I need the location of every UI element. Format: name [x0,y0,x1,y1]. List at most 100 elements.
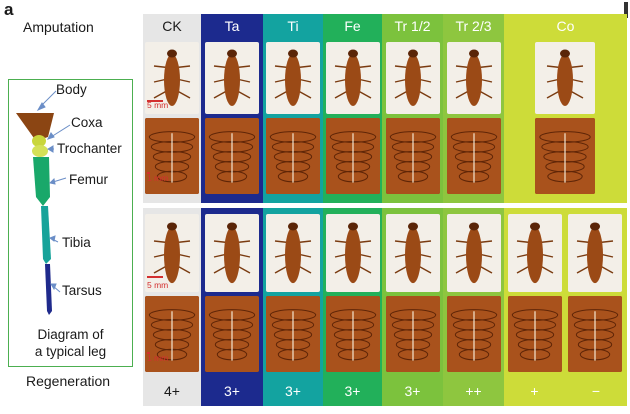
score-ti: 3+ [285,383,301,399]
scale-label-bottom-body: 5 mm [147,280,169,290]
photo-tr12-top-body [386,42,440,114]
legend-tarsus-label: Tarsus [62,283,102,298]
cockroach-photo-icon [274,222,312,284]
photo-fe-bottom-zoom [326,296,380,372]
score-fe: 3+ [344,383,361,399]
leg-diagram-box [8,79,133,367]
cockroach-photo-icon [394,222,432,284]
scale-label-top-zoom: 1 mm [147,173,169,183]
photo-tr23-bottom-zoom [447,296,501,372]
cockroach-photo-icon [274,49,312,106]
cockroach-photo-icon [334,222,372,284]
score-tr12: 3+ [404,383,421,399]
cockroach-photo-icon [568,296,622,372]
diagram-caption-line2: a typical leg [34,344,107,359]
photo-tr23-top-body [447,42,501,114]
photo-ti-bottom-zoom [266,296,320,372]
cockroach-photo-icon [508,296,562,372]
diagram-caption: Diagram of a typical leg [8,326,133,360]
cockroach-photo-icon [205,118,259,194]
cockroach-photo-icon [386,118,440,194]
scale-label-top-body: 5 mm [147,100,169,110]
photo-tr12-bottom-zoom [386,296,440,372]
photo-ck-top-body [145,42,199,114]
cockroach-photo-icon [546,49,584,106]
tarsus-segment [45,264,52,315]
amputation-row-label: Amputation [23,19,94,35]
photo-ta-bottom-zoom [205,296,259,372]
photo-ta-top-body [205,42,259,114]
photo-ck-top-zoom [145,118,199,194]
scale-bar-top-zoom [147,172,150,174]
tibia-segment [41,206,51,264]
cockroach-photo-icon [153,222,191,284]
cockroach-photo-icon [386,296,440,372]
diagram-caption-line1: Diagram of [37,327,104,342]
photo-co-left-bottom-zoom [508,296,562,372]
photo-tr23-bottom-body [447,214,501,292]
coxa-segment [32,135,46,147]
score-co-left: + [530,383,539,399]
cockroach-photo-icon [213,222,251,284]
cockroach-photo-icon [145,118,199,194]
photo-fe-top-body [326,42,380,114]
cockroach-photo-icon [205,296,259,372]
photo-co-top-zoom [535,118,595,194]
trochanter-segment [32,145,48,157]
photo-co-left-bottom-body [508,214,562,292]
body-segment [16,113,54,141]
next-panel-edge [624,2,628,18]
leg-diagram-icon [16,90,71,315]
photo-co-right-bottom-zoom [568,296,622,372]
header-ti: Ti [287,18,299,34]
cockroach-photo-icon [535,118,595,194]
panel-letter: a [4,0,14,19]
cockroach-photo-icon [266,118,320,194]
cockroach-photo-icon [326,118,380,194]
photo-co-right-bottom-body [568,214,622,292]
score-ck: 4+ [164,383,180,399]
cockroach-photo-icon [145,296,199,372]
legend-femur-label: Femur [69,172,109,187]
cockroach-photo-icon [516,222,554,284]
cockroach-photo-icon [394,49,432,106]
score-tr23: ++ [465,383,482,399]
scale-bar-bottom-zoom [147,352,150,354]
femur-segment [33,157,50,206]
score-ta: 3+ [224,383,240,399]
header-tr12: Tr 1/2 [394,18,431,34]
photo-tr12-bottom-body [386,214,440,292]
cockroach-photo-icon [213,49,251,106]
cockroach-photo-icon [266,296,320,372]
cockroach-photo-icon [455,49,493,106]
header-ck: CK [162,18,182,34]
scale-label-bottom-zoom: 1 mm [147,353,169,363]
cockroach-photo-icon [447,296,501,372]
cockroach-photo-icon [334,49,372,106]
photo-tr23-top-zoom [447,118,501,194]
legend-trochanter-label: Trochanter [57,141,122,156]
cockroach-photo-icon [326,296,380,372]
photo-fe-bottom-body [326,214,380,292]
scale-bar-bottom-body [147,276,163,278]
photo-ck-bottom-body [145,214,199,292]
legend-body-label: Body [56,82,87,97]
photo-ta-top-zoom [205,118,259,194]
legend-tibia-label: Tibia [62,235,91,250]
photo-co-top-body [535,42,595,114]
photo-ti-top-body [266,42,320,114]
photo-ck-bottom-zoom [145,296,199,372]
cockroach-photo-icon [576,222,614,284]
header-ta: Ta [224,18,240,34]
photo-ti-bottom-body [266,214,320,292]
photo-ti-top-zoom [266,118,320,194]
score-co-right: − [591,383,601,399]
cockroach-photo-icon [153,49,191,106]
photo-ta-bottom-body [205,214,259,292]
scale-bar-top-body [147,100,163,102]
header-fe: Fe [344,18,361,34]
header-tr23: Tr 2/3 [455,18,492,34]
regeneration-row-label: Regeneration [26,373,111,389]
photo-fe-top-zoom [326,118,380,194]
